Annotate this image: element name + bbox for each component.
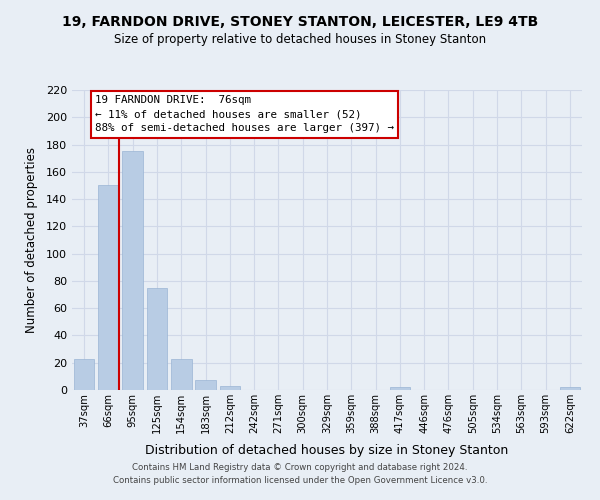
Bar: [560, 388, 580, 390]
Bar: [146, 288, 167, 390]
Bar: [389, 388, 410, 390]
Text: Contains HM Land Registry data © Crown copyright and database right 2024.
Contai: Contains HM Land Registry data © Crown c…: [113, 463, 487, 485]
Bar: [195, 380, 216, 390]
Bar: [220, 386, 240, 390]
X-axis label: Distribution of detached houses by size in Stoney Stanton: Distribution of detached houses by size …: [145, 444, 509, 458]
Y-axis label: Number of detached properties: Number of detached properties: [25, 147, 38, 333]
Text: Size of property relative to detached houses in Stoney Stanton: Size of property relative to detached ho…: [114, 32, 486, 46]
Bar: [171, 358, 191, 390]
Bar: [122, 152, 143, 390]
Text: 19 FARNDON DRIVE:  76sqm
← 11% of detached houses are smaller (52)
88% of semi-d: 19 FARNDON DRIVE: 76sqm ← 11% of detache…: [95, 96, 394, 134]
Bar: [74, 358, 94, 390]
Text: 19, FARNDON DRIVE, STONEY STANTON, LEICESTER, LE9 4TB: 19, FARNDON DRIVE, STONEY STANTON, LEICE…: [62, 15, 538, 29]
Bar: [98, 186, 119, 390]
